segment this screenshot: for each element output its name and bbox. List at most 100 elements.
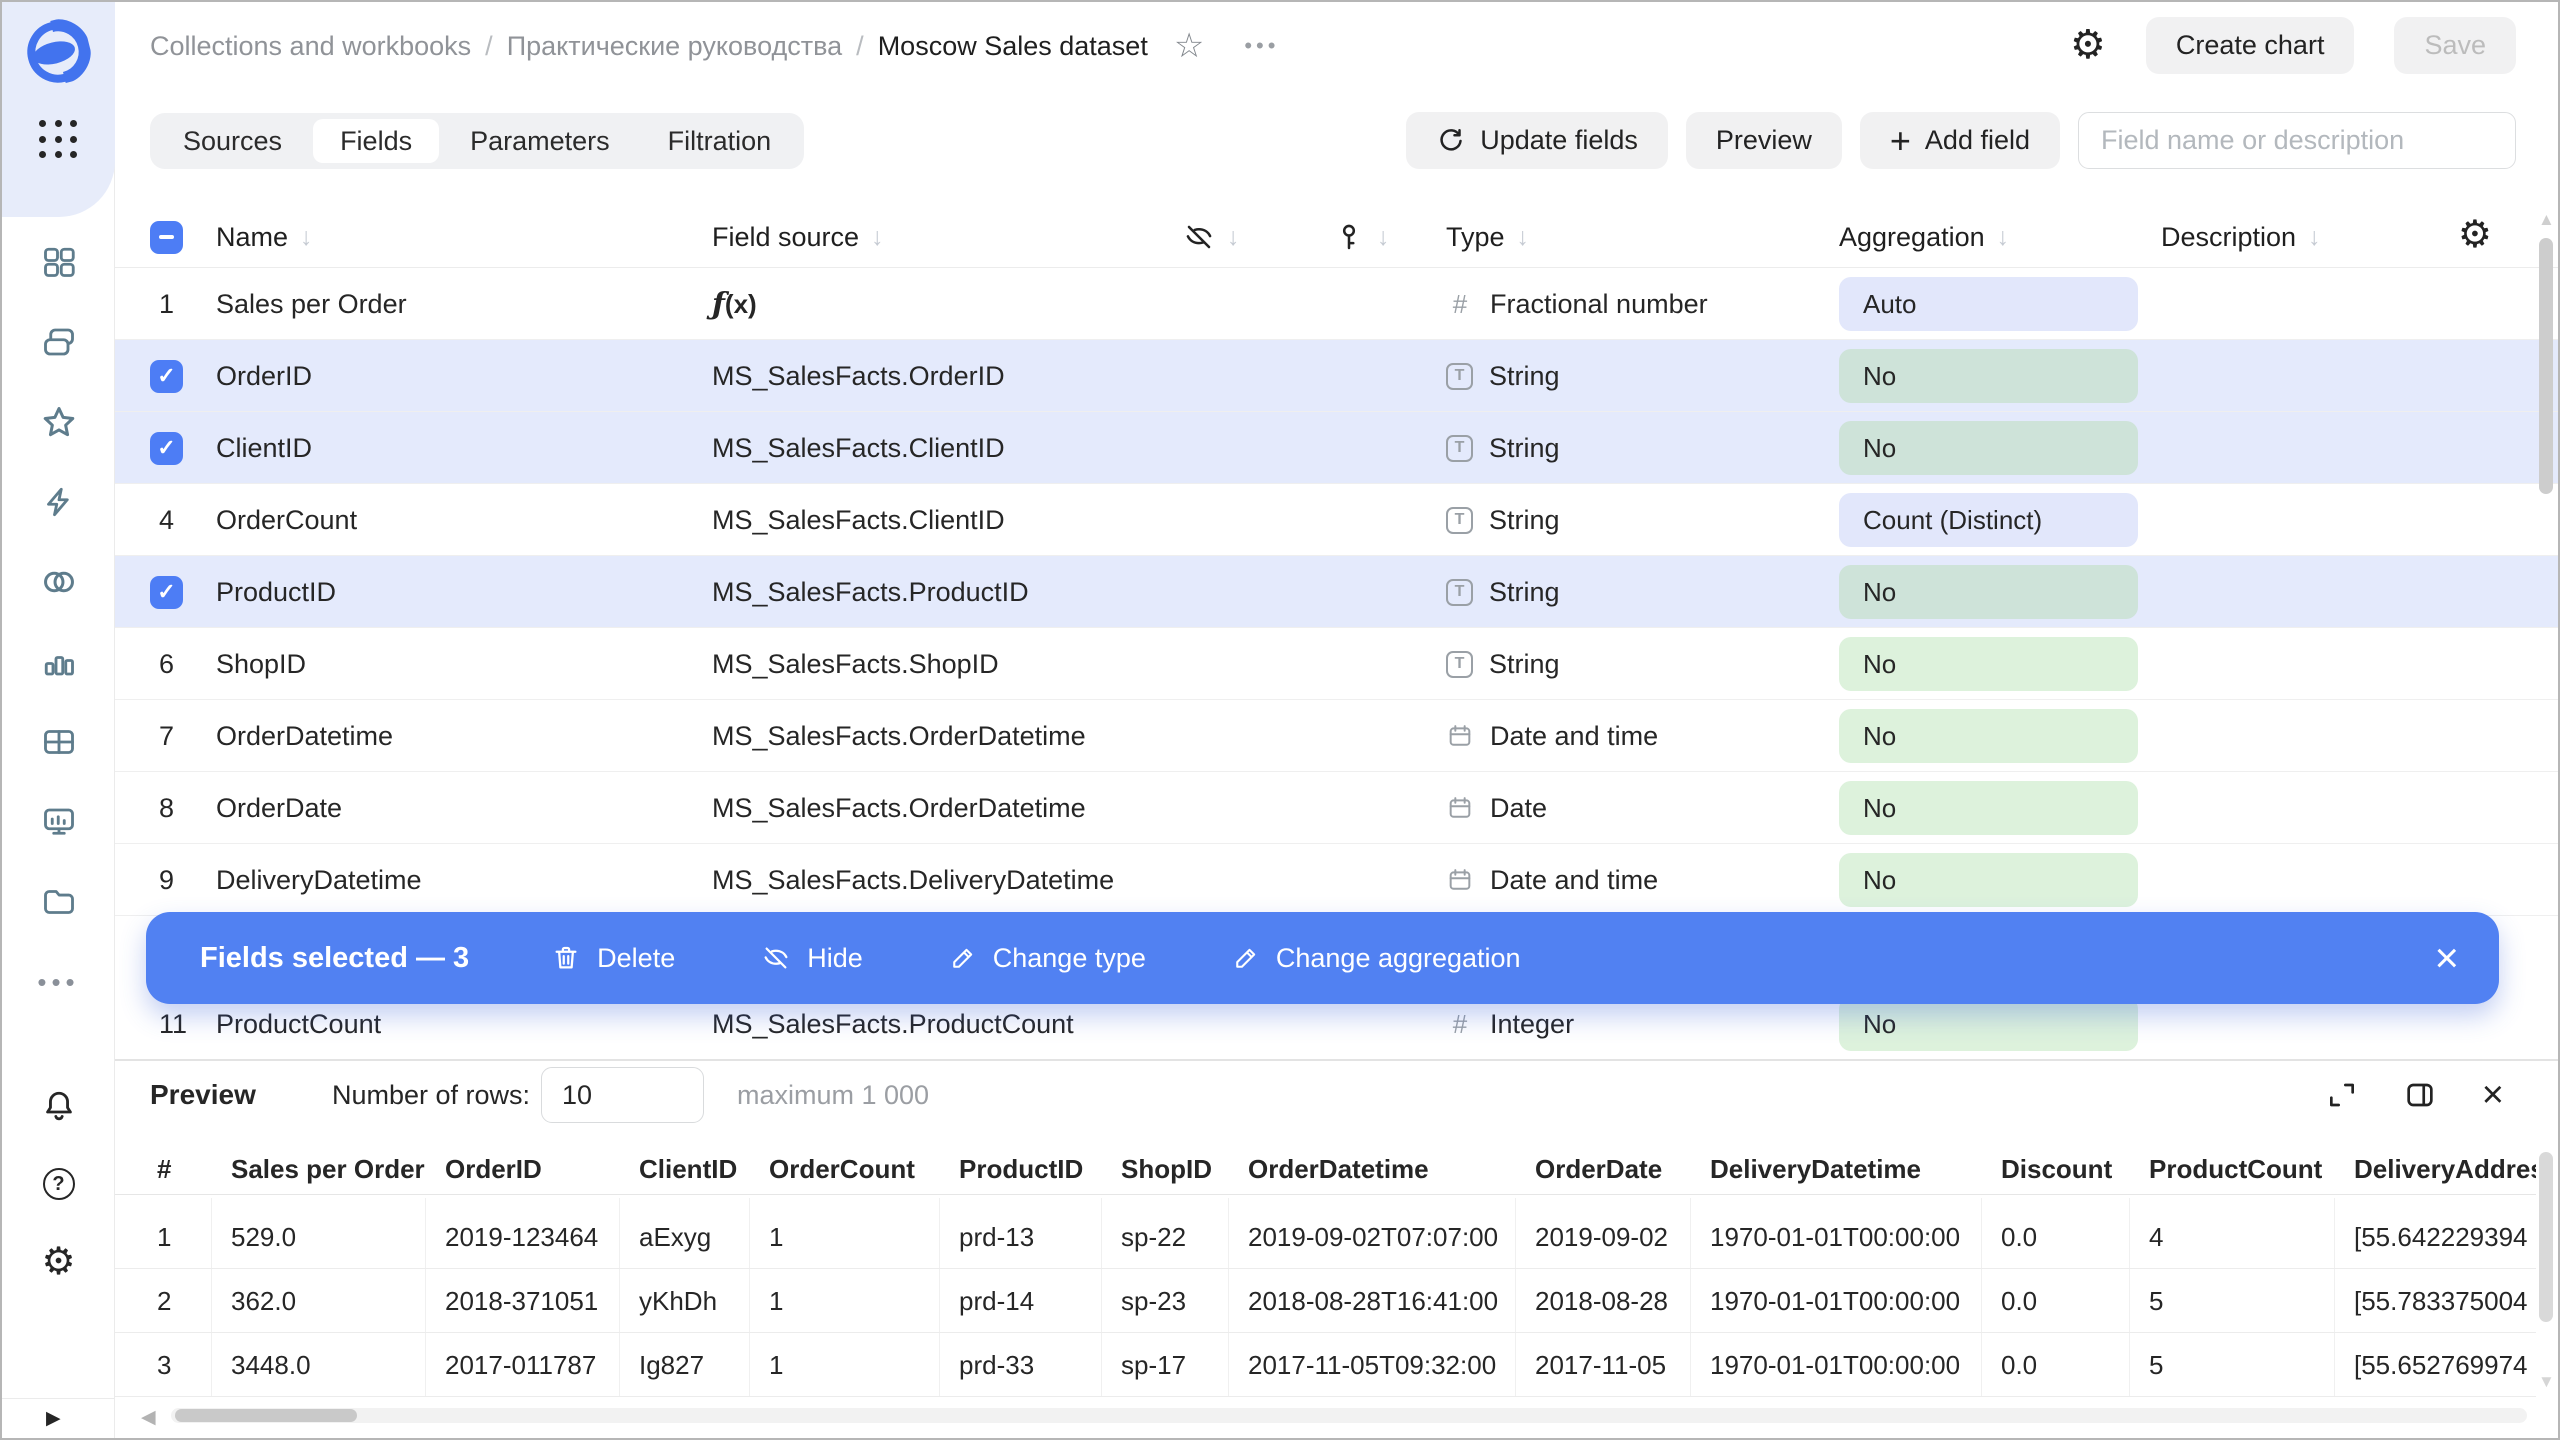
- row-checkbox-checked[interactable]: ✓: [150, 359, 183, 393]
- field-row-Sales per Order[interactable]: 1 Sales per Order ƒ (x) # Fractional number Au…: [115, 268, 2558, 340]
- field-name-cell: DeliveryDatetime: [216, 864, 422, 895]
- sort-arrow-icon[interactable]: ↓: [1996, 222, 2010, 251]
- breadcrumb-collections[interactable]: Collections and workbooks: [150, 30, 472, 61]
- fields-scrollbar-thumb[interactable]: [2539, 238, 2553, 494]
- hide-action[interactable]: Hide: [761, 943, 863, 974]
- field-row-ClientID[interactable]: ✓ ClientID MS_SalesFacts.ClientID T String No: [115, 412, 2558, 484]
- sidebar-item-quick-actions[interactable]: [2, 462, 115, 542]
- row-checkbox-checked[interactable]: ✓: [150, 575, 183, 609]
- horizontal-scrollbar[interactable]: [171, 1408, 2527, 1423]
- breadcrumb-workbook[interactable]: Практические руководства: [506, 30, 843, 61]
- sidebar-item-more[interactable]: •••: [37, 966, 80, 997]
- sort-arrow-icon[interactable]: ↓: [871, 222, 884, 251]
- preview-cell: 2017-011787: [445, 1349, 597, 1380]
- scroll-up-icon[interactable]: ▲: [2538, 210, 2555, 229]
- sidebar-item-dashboards[interactable]: [2, 222, 115, 302]
- column-separator: [1515, 1198, 1516, 1397]
- select-all-checkbox[interactable]: [150, 206, 183, 268]
- field-row-ShopID[interactable]: 6 ShopID MS_SalesFacts.ShopID T String No: [115, 628, 2558, 700]
- change-type-action[interactable]: Change type: [949, 943, 1146, 974]
- sort-arrow-icon[interactable]: ↓: [2308, 222, 2321, 251]
- column-separator: [2129, 1198, 2130, 1397]
- sidebar-item-charts[interactable]: [2, 622, 115, 702]
- sidebar-item-connections[interactable]: [2, 542, 115, 622]
- delete-action[interactable]: Delete: [551, 943, 675, 974]
- preview-cell: 2: [157, 1285, 172, 1316]
- tab-filtration[interactable]: Filtration: [667, 125, 772, 156]
- sidebar-item-datasets[interactable]: [2, 702, 115, 782]
- save-button[interactable]: Save: [2394, 16, 2516, 74]
- column-header-name[interactable]: Name ↓: [216, 206, 313, 268]
- aggregation-badge[interactable]: No: [1839, 853, 2138, 907]
- sidebar-item-favorites[interactable]: [2, 382, 115, 462]
- main-content: Collections and workbooks / Практические…: [115, 2, 2558, 1438]
- help-icon[interactable]: ?: [2, 1144, 115, 1224]
- sort-arrow-icon[interactable]: ↓: [1227, 222, 1240, 251]
- sidebar-item-storage[interactable]: [2, 862, 115, 942]
- column-header-field-source[interactable]: Field source ↓: [712, 206, 884, 268]
- rows-count-input[interactable]: [541, 1067, 704, 1123]
- column-header-aggregation[interactable]: Aggregation ↓: [1839, 206, 2009, 268]
- tab-fields[interactable]: Fields: [313, 119, 440, 163]
- update-fields-button[interactable]: Update fields: [1406, 112, 1668, 169]
- create-chart-button[interactable]: Create chart: [2145, 16, 2355, 74]
- selection-close-icon[interactable]: ×: [2434, 934, 2459, 981]
- column-header-type[interactable]: Type ↓: [1446, 206, 1529, 268]
- sort-arrow-icon[interactable]: ↓: [1516, 222, 1530, 251]
- field-row-OrderID[interactable]: ✓ OrderID MS_SalesFacts.OrderID T String No: [115, 340, 2558, 412]
- horizontal-scrollbar-thumb[interactable]: [175, 1409, 357, 1422]
- dataset-settings-gear-icon[interactable]: ⚙: [2070, 23, 2106, 67]
- aggregation-badge[interactable]: No: [1839, 637, 2138, 691]
- expand-preview-icon[interactable]: [2326, 1079, 2358, 1111]
- preview-column-header: OrderCount: [769, 1154, 915, 1184]
- column-separator: [425, 1198, 426, 1397]
- aggregation-badge[interactable]: No: [1839, 349, 2138, 403]
- add-field-button[interactable]: + Add field: [1859, 112, 2060, 169]
- field-row-OrderCount[interactable]: 4 OrderCount MS_SalesFacts.ClientID T String…: [115, 484, 2558, 556]
- aggregation-badge[interactable]: No: [1839, 421, 2138, 475]
- aggregation-badge[interactable]: Auto: [1839, 277, 2138, 331]
- sort-arrow-icon[interactable]: ↓: [300, 222, 313, 251]
- notifications-bell-icon[interactable]: [2, 1066, 115, 1146]
- datalens-logo-icon[interactable]: [26, 19, 91, 84]
- sidebar-expand-icon[interactable]: ▶: [46, 1408, 61, 1429]
- change-aggregation-action[interactable]: Change aggregation: [1232, 943, 1521, 974]
- scroll-left-icon[interactable]: ◀: [141, 1407, 156, 1428]
- scroll-down-icon[interactable]: ▼: [2538, 1372, 2555, 1391]
- preview-button[interactable]: Preview: [1685, 112, 1842, 169]
- split-panel-icon[interactable]: [2404, 1079, 2436, 1111]
- preview-cell: [55.642229394: [2354, 1221, 2528, 1252]
- selection-actions: Delete Hide Change type Change aggregation: [551, 943, 1521, 974]
- plus-icon: +: [1889, 119, 1911, 161]
- column-header-key[interactable]: ↓: [1333, 206, 1390, 268]
- close-preview-icon[interactable]: ×: [2481, 1074, 2504, 1116]
- sort-arrow-icon[interactable]: ↓: [1377, 222, 1390, 251]
- field-search-input[interactable]: [2078, 112, 2516, 169]
- tab-sources[interactable]: Sources: [183, 125, 283, 156]
- field-row-DeliveryDatetime[interactable]: 9 DeliveryDatetime MS_SalesFacts.DeliveryD…: [115, 844, 2558, 916]
- sidebar-item-collections[interactable]: [2, 302, 115, 382]
- field-row-OrderDatetime[interactable]: 7 OrderDatetime MS_SalesFacts.OrderDatetim…: [115, 700, 2558, 772]
- field-name-cell: ClientID: [216, 432, 313, 463]
- aggregation-badge[interactable]: No: [1839, 565, 2138, 619]
- key-icon: [1333, 221, 1365, 253]
- favorite-star-icon[interactable]: ☆: [1173, 27, 1205, 65]
- apps-grid-icon[interactable]: [39, 120, 79, 160]
- table-columns-gear-icon[interactable]: ⚙: [2457, 214, 2492, 256]
- field-source-cell: MS_SalesFacts.OrderID: [712, 360, 1005, 391]
- aggregation-badge[interactable]: No: [1839, 709, 2138, 763]
- column-header-description[interactable]: Description ↓: [2161, 206, 2321, 268]
- column-header-visibility[interactable]: ↓: [1183, 206, 1240, 268]
- preview-scrollbar-thumb[interactable]: [2539, 1152, 2553, 1322]
- field-row-OrderDate[interactable]: 8 OrderDate MS_SalesFacts.OrderDatetime Dat…: [115, 772, 2558, 844]
- aggregation-badge[interactable]: No: [1839, 997, 2138, 1051]
- more-actions-icon[interactable]: •••: [1244, 33, 1280, 58]
- tab-parameters[interactable]: Parameters: [470, 125, 610, 156]
- row-checkbox-checked[interactable]: ✓: [150, 431, 183, 465]
- row-number: 1: [159, 288, 175, 319]
- sidebar-item-editor[interactable]: [2, 782, 115, 862]
- field-row-ProductID[interactable]: ✓ ProductID MS_SalesFacts.ProductID T String…: [115, 556, 2558, 628]
- aggregation-badge[interactable]: No: [1839, 781, 2138, 835]
- settings-gear-icon[interactable]: ⚙: [41, 1241, 76, 1283]
- aggregation-badge[interactable]: Count (Distinct): [1839, 493, 2138, 547]
